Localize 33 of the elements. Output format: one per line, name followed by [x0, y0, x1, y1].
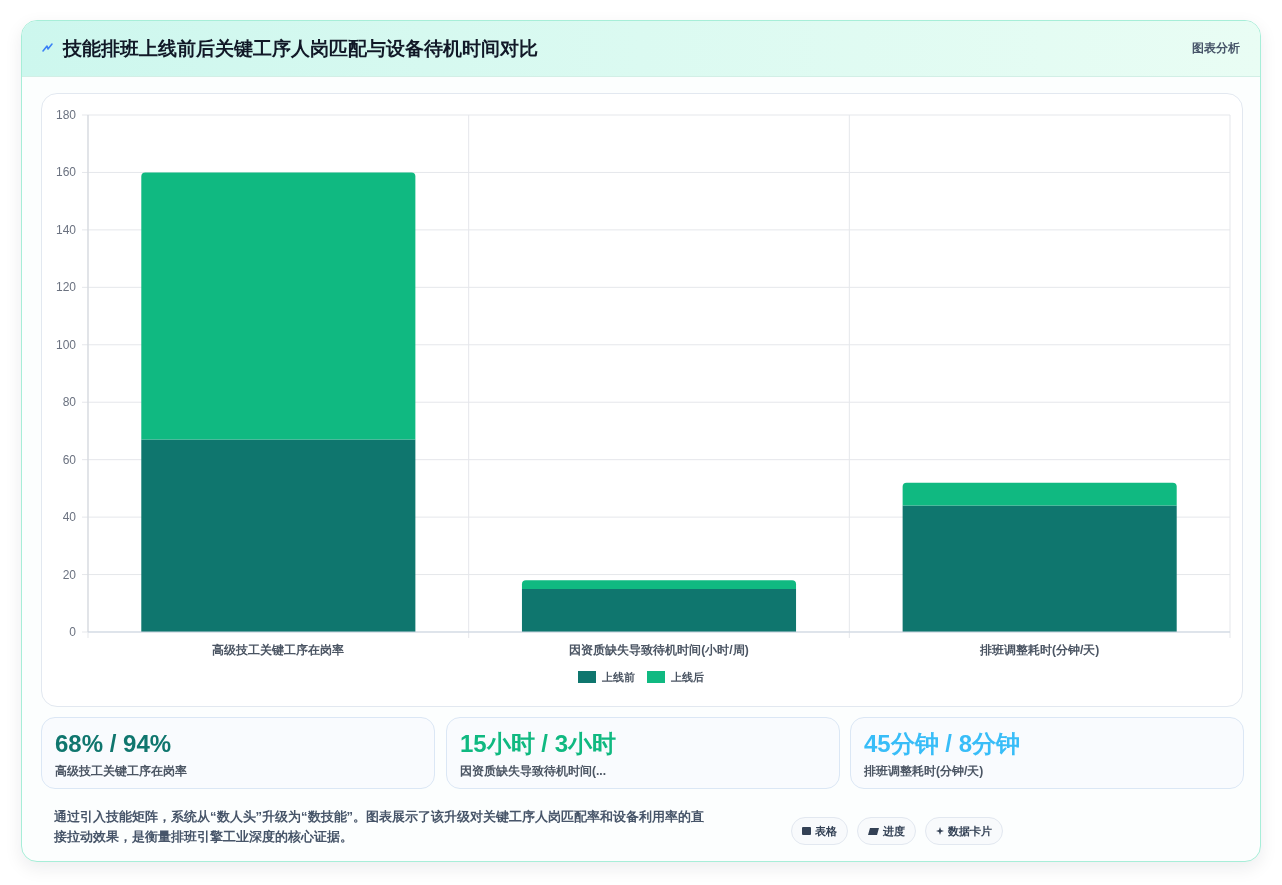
bar [521, 588, 797, 632]
card-value: 45分钟 / 8分钟 [864, 729, 1021, 759]
y-tick-label: 120 [55, 280, 77, 295]
x-tick-label: 排班调整耗时(分钟/天) [979, 643, 1100, 657]
y-tick-label: 40 [62, 510, 77, 525]
chart-title: 技能排班上线前后关键工序人岗匹配与设备待机时间对比 [62, 38, 538, 59]
card-label: 高级技工关键工序在岗率 [55, 763, 187, 779]
button: 数据卡片 [925, 817, 1003, 845]
card-value: 68% / 94% [55, 729, 172, 759]
legend-label: 上线前 [601, 671, 635, 683]
y-tick-label: 80 [62, 395, 77, 410]
button: 进度 [857, 817, 916, 845]
legend-label: 上线后 [670, 671, 704, 683]
text: 通过引入技能矩阵，系统从“数人头”升级为“数技能”。图表展示了该升级对关键工序人岗匹配率和设备利用率的直接拉动效果，是衡量排班引擎工业深度的核心证据。 [54, 808, 705, 846]
bar [141, 439, 416, 632]
card-label: 因资质缺失导致待机时间(... [460, 763, 606, 779]
card-value: 15小时 / 3小时 [460, 729, 617, 759]
bar [521, 580, 797, 589]
x-tick-label: 高级技工关键工序在岗率 [212, 643, 345, 657]
x-tick-label: 因资质缺失导致待机时间(小时/周) [569, 643, 749, 657]
y-tick-label: 0 [69, 625, 77, 639]
y-tick-label: 100 [55, 337, 77, 352]
button: 表格 [791, 817, 848, 845]
y-tick-label: 20 [62, 567, 77, 582]
y-tick-label: 180 [55, 108, 77, 122]
y-tick-label: 60 [62, 452, 77, 467]
card-label: 排班调整耗时(分钟/天) [864, 763, 984, 779]
y-tick-label: 140 [55, 222, 77, 237]
bar [902, 505, 1177, 632]
bar [902, 482, 1177, 506]
bar [141, 172, 416, 440]
text: 图表分析 [1192, 41, 1240, 55]
y-tick-label: 160 [55, 165, 77, 180]
